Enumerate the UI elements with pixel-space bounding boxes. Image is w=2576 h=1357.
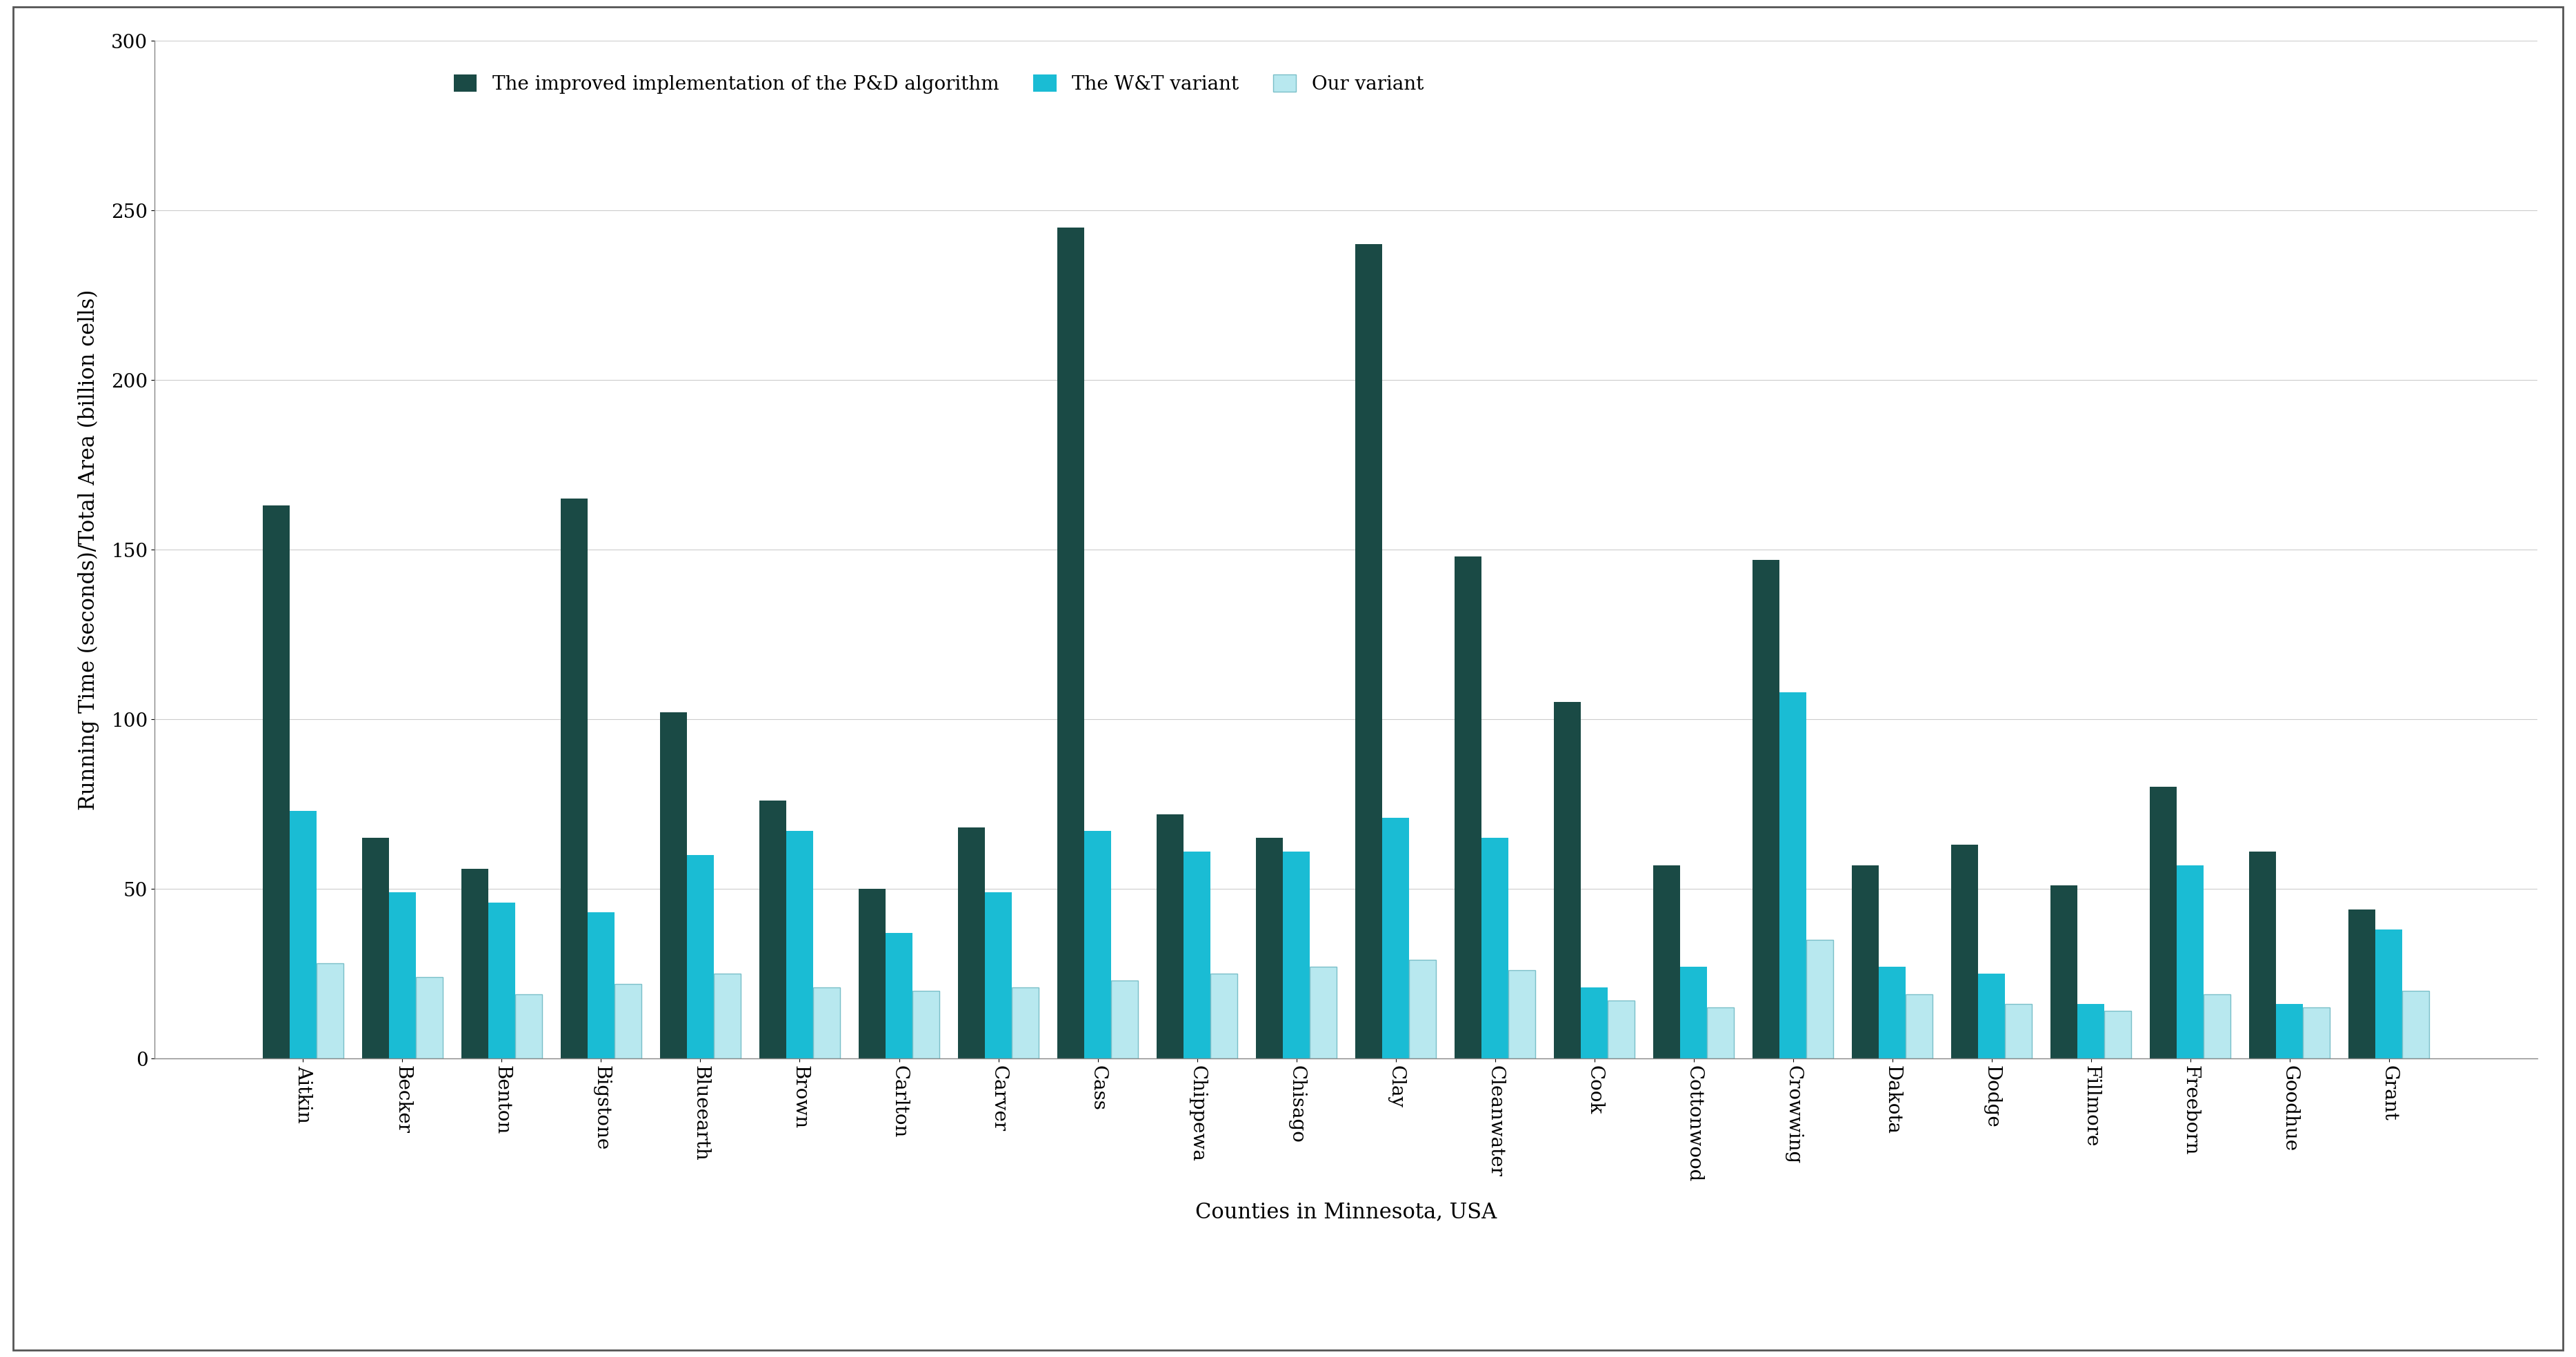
Bar: [289, 811, 317, 1058]
Bar: [616, 984, 641, 1058]
Legend: The improved implementation of the P&D algorithm, The W&T variant, Our variant: The improved implementation of the P&D a…: [446, 66, 1432, 102]
Bar: [1852, 866, 1878, 1058]
Bar: [1257, 837, 1283, 1058]
Bar: [1157, 814, 1182, 1058]
Bar: [1978, 974, 2004, 1058]
Bar: [1708, 1007, 1734, 1058]
Bar: [461, 868, 489, 1058]
Bar: [1607, 1001, 1636, 1058]
Bar: [858, 889, 886, 1058]
Bar: [1780, 692, 1806, 1058]
Bar: [1084, 830, 1110, 1058]
Bar: [1906, 993, 1932, 1058]
Bar: [515, 993, 541, 1058]
Bar: [1481, 837, 1510, 1058]
Bar: [2076, 1004, 2105, 1058]
Bar: [2004, 1004, 2032, 1058]
Bar: [1950, 844, 1978, 1058]
Bar: [1309, 966, 1337, 1058]
Bar: [363, 837, 389, 1058]
Bar: [562, 499, 587, 1058]
Bar: [1455, 556, 1481, 1058]
Bar: [1806, 940, 1834, 1058]
Bar: [1383, 817, 1409, 1058]
Bar: [760, 801, 786, 1058]
Bar: [1056, 227, 1084, 1058]
Bar: [2177, 866, 2202, 1058]
Bar: [1878, 966, 1906, 1058]
X-axis label: Counties in Minnesota, USA: Counties in Minnesota, USA: [1195, 1201, 1497, 1223]
Bar: [1654, 866, 1680, 1058]
Bar: [2277, 1004, 2303, 1058]
Y-axis label: Running Time (seconds)/Total Area (billion cells): Running Time (seconds)/Total Area (billi…: [77, 289, 100, 810]
Bar: [1182, 852, 1211, 1058]
Bar: [714, 974, 742, 1058]
Bar: [389, 893, 415, 1058]
Bar: [688, 855, 714, 1058]
Bar: [1283, 852, 1309, 1058]
Bar: [1553, 703, 1582, 1058]
Bar: [1355, 244, 1383, 1058]
Bar: [2303, 1007, 2329, 1058]
Bar: [1409, 961, 1435, 1058]
Bar: [2403, 991, 2429, 1058]
Bar: [1582, 988, 1607, 1058]
Bar: [2202, 993, 2231, 1058]
Bar: [958, 828, 984, 1058]
Bar: [912, 991, 940, 1058]
Bar: [2050, 886, 2076, 1058]
Bar: [1680, 966, 1708, 1058]
Bar: [1752, 559, 1780, 1058]
Bar: [659, 712, 688, 1058]
Bar: [984, 893, 1012, 1058]
Bar: [263, 505, 289, 1058]
Bar: [886, 934, 912, 1058]
Bar: [317, 963, 343, 1058]
Bar: [786, 830, 814, 1058]
Bar: [1211, 974, 1236, 1058]
Bar: [2249, 852, 2277, 1058]
Bar: [1012, 988, 1038, 1058]
Bar: [2349, 909, 2375, 1058]
Bar: [814, 988, 840, 1058]
Bar: [587, 912, 616, 1058]
Bar: [1110, 980, 1139, 1058]
Bar: [1510, 970, 1535, 1058]
Bar: [2151, 787, 2177, 1058]
Bar: [2375, 930, 2403, 1058]
Bar: [2105, 1011, 2130, 1058]
Bar: [415, 977, 443, 1058]
Bar: [489, 902, 515, 1058]
